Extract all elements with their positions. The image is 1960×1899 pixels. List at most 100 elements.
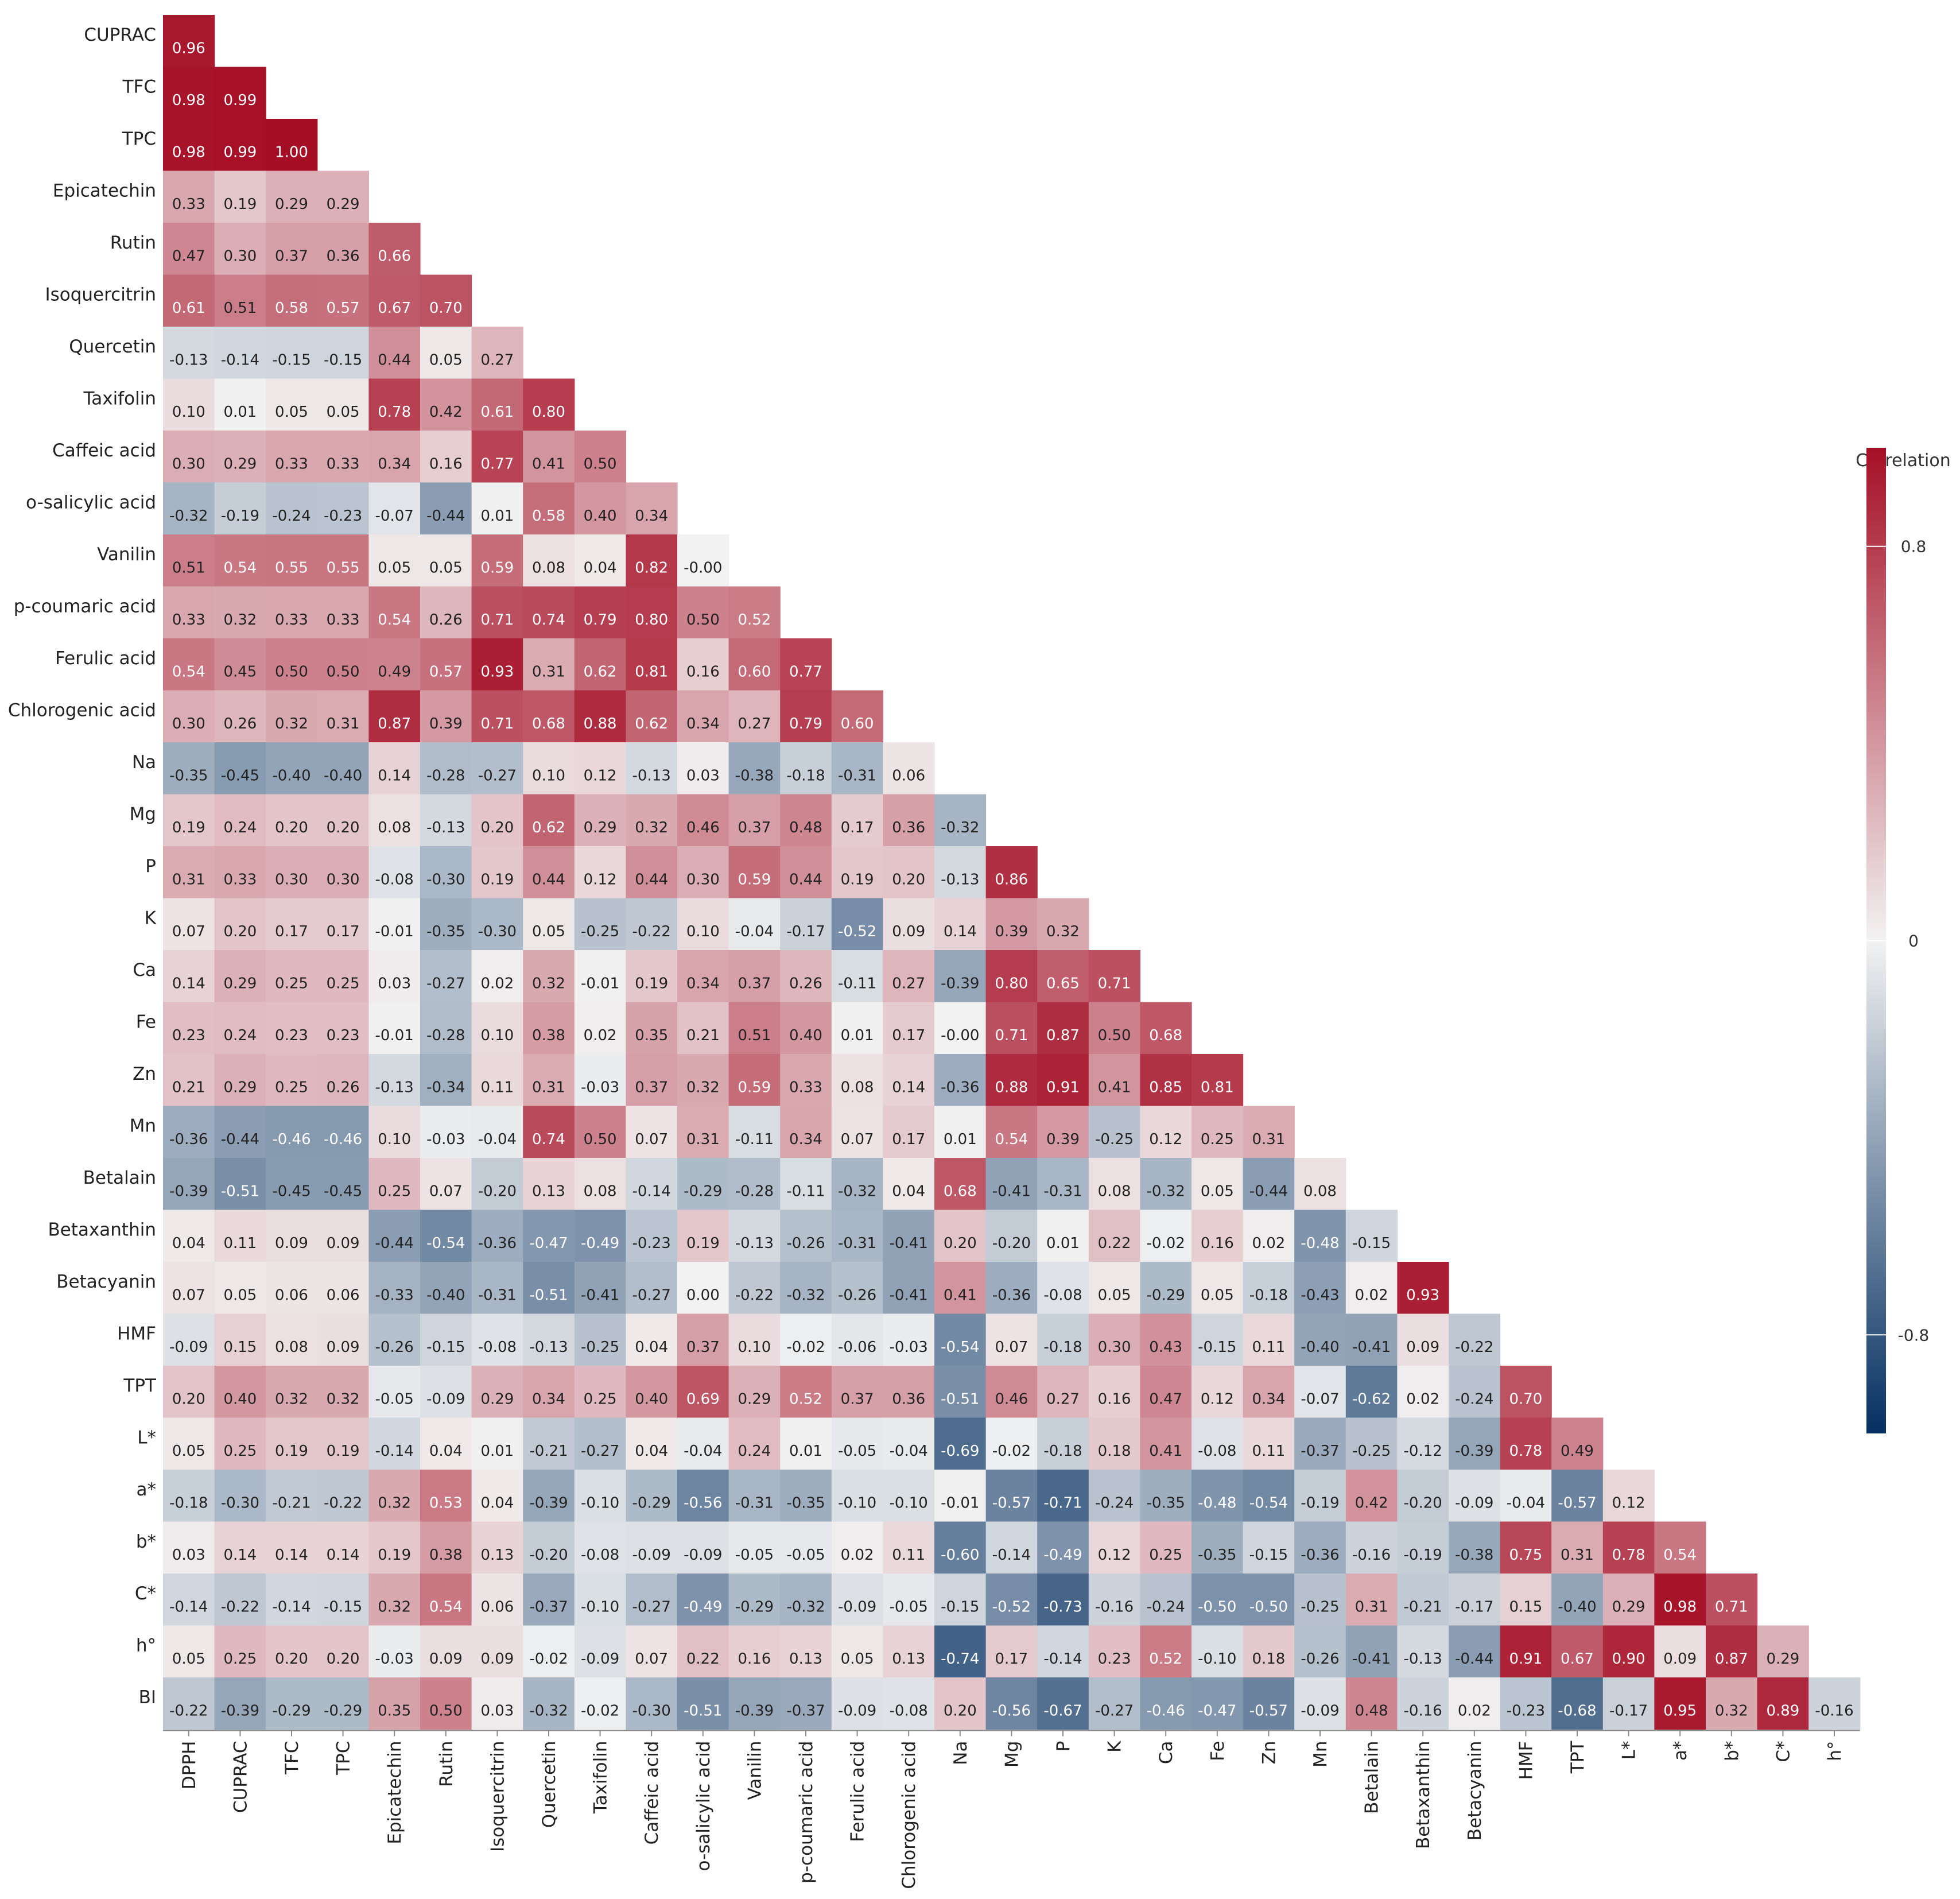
heatmap-cell	[1140, 1106, 1192, 1158]
cell-value-label: 0.37	[275, 248, 308, 265]
heatmap-cell	[1449, 1313, 1501, 1366]
row-label-chlorogenic-acid: Chlorogenic acid	[8, 700, 156, 721]
heatmap-cell	[471, 1210, 523, 1262]
heatmap-cell	[934, 846, 987, 899]
heatmap-cell	[163, 1625, 215, 1678]
heatmap-cell	[831, 690, 883, 743]
cell-value-label: -0.32	[1147, 1183, 1185, 1200]
column-label-betalain: Betalain	[1362, 1741, 1383, 1814]
cell-value-label: 0.25	[378, 1183, 411, 1200]
cell-value-label: 0.88	[995, 1079, 1028, 1096]
heatmap-cell	[523, 846, 575, 899]
heatmap-cell	[1294, 1417, 1346, 1470]
heatmap-cell	[420, 1158, 472, 1211]
cell-value-label: -0.35	[426, 923, 465, 940]
heatmap-cell	[574, 1417, 626, 1470]
cell-value-label: 0.19	[686, 1235, 720, 1252]
cell-value-label: 0.05	[532, 923, 565, 940]
heatmap-cell	[1243, 1158, 1295, 1211]
heatmap-cell	[214, 378, 266, 431]
cell-value-label: 0.31	[686, 1131, 720, 1148]
cell-value-label: -0.22	[1455, 1339, 1493, 1356]
cell-value-label: 0.12	[1149, 1131, 1182, 1148]
heatmap-cell	[1191, 1054, 1244, 1107]
heatmap-cell	[317, 586, 369, 639]
cell-value-label: -0.09	[684, 1547, 722, 1564]
cell-value-label: 0.36	[892, 1391, 925, 1408]
cell-value-label: 0.14	[223, 1547, 257, 1564]
column-label-fe: Fe	[1208, 1741, 1228, 1761]
heatmap-cell	[1140, 1002, 1192, 1055]
heatmap-cell	[574, 1106, 626, 1158]
heatmap-cell	[728, 742, 781, 795]
cell-value-label: -0.57	[1558, 1495, 1596, 1512]
heatmap-cell	[368, 1677, 421, 1730]
cell-value-label: -0.40	[426, 1287, 465, 1304]
heatmap-cell	[214, 274, 266, 327]
heatmap-cell	[780, 1470, 832, 1522]
cell-value-label: 0.57	[327, 300, 360, 317]
cell-value-label: 0.32	[378, 1495, 411, 1512]
heatmap-cell	[317, 1417, 369, 1470]
heatmap-cell	[1243, 1262, 1295, 1315]
cell-value-label: 0.62	[635, 715, 668, 733]
cell-value-label: 0.58	[275, 300, 308, 317]
heatmap-cell	[1808, 1677, 1861, 1730]
cell-value-label: 0.03	[480, 1703, 514, 1720]
cell-value-label: -0.52	[838, 923, 876, 940]
heatmap-cell	[368, 794, 421, 847]
row-label-o-salicylic-acid: o-salicylic acid	[26, 493, 156, 513]
row-label-quercetin: Quercetin	[69, 336, 156, 357]
cell-value-label: -0.13	[529, 1339, 568, 1356]
heatmap-cell	[420, 1521, 472, 1574]
heatmap-cell	[1243, 1625, 1295, 1678]
cell-value-label: -0.13	[375, 1079, 414, 1096]
heatmap-cell	[626, 1521, 678, 1574]
cell-value-label: 0.30	[223, 248, 257, 265]
cell-value-label: 0.30	[327, 871, 360, 889]
heatmap-cell	[574, 1677, 626, 1730]
cell-value-label: 0.53	[429, 1495, 463, 1512]
cell-value-label: -0.03	[890, 1339, 928, 1356]
heatmap-cell	[1088, 1625, 1140, 1678]
cell-value-label: 0.79	[584, 611, 617, 629]
heatmap-cell	[1191, 1262, 1244, 1315]
heatmap-cell	[214, 1677, 266, 1730]
heatmap-cell	[1191, 1106, 1244, 1158]
heatmap-cell	[728, 1002, 781, 1055]
heatmap-cell	[934, 950, 987, 1003]
heatmap-cell	[266, 378, 318, 431]
heatmap-cell	[266, 950, 318, 1003]
cell-value-label: -0.33	[375, 1287, 414, 1304]
cell-value-label: -0.50	[1249, 1599, 1288, 1616]
cell-value-label: -0.40	[324, 768, 362, 785]
heatmap-cell	[626, 1574, 678, 1626]
column-labels: DPPH CUPRAC TFC TPC Epicatechin Rutin Isoquerc…	[179, 1740, 1845, 1889]
heatmap-cell	[523, 1054, 575, 1107]
cell-value-label: 0.16	[1098, 1391, 1131, 1408]
heatmap-cell	[1037, 1521, 1089, 1574]
heatmap-cell	[266, 846, 318, 899]
cell-value-label: 0.32	[1715, 1703, 1748, 1720]
row-label-a-star: a*	[137, 1479, 157, 1500]
cell-value-label: 0.71	[1715, 1599, 1748, 1616]
heatmap-cell	[214, 1574, 266, 1626]
heatmap-cell	[1294, 1521, 1346, 1574]
cell-value-label: 0.03	[172, 1547, 205, 1564]
cell-value-label: -0.32	[838, 1183, 876, 1200]
heatmap-cell	[677, 1054, 729, 1107]
heatmap-cell	[1551, 1677, 1604, 1730]
cell-value-label: -0.15	[272, 352, 311, 369]
heatmap-cell	[728, 846, 781, 899]
heatmap-cell	[780, 1366, 832, 1419]
heatmap-cell	[1294, 1313, 1346, 1366]
heatmap-cell	[1088, 1366, 1140, 1419]
cell-value-label: 0.96	[172, 40, 205, 57]
cell-value-label: 0.50	[1098, 1027, 1131, 1044]
cell-value-label: 0.21	[686, 1027, 720, 1044]
cell-value-label: 0.41	[1149, 1443, 1182, 1460]
cell-value-label: 0.61	[172, 300, 205, 317]
heatmap-cell	[163, 1313, 215, 1366]
heatmap-cell	[626, 1054, 678, 1107]
heatmap-cell	[523, 1106, 575, 1158]
